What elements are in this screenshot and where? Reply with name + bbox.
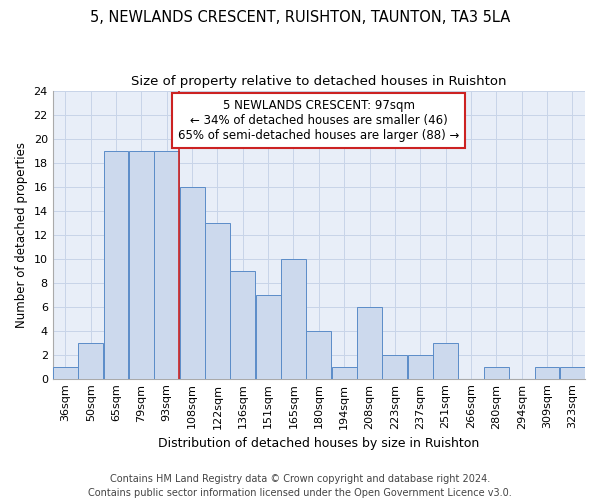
- Bar: [129, 150, 154, 378]
- Bar: [154, 150, 179, 378]
- Bar: [179, 186, 205, 378]
- Text: 5, NEWLANDS CRESCENT, RUISHTON, TAUNTON, TA3 5LA: 5, NEWLANDS CRESCENT, RUISHTON, TAUNTON,…: [90, 10, 510, 25]
- Bar: [78, 342, 103, 378]
- Bar: [433, 342, 458, 378]
- Title: Size of property relative to detached houses in Ruishton: Size of property relative to detached ho…: [131, 75, 506, 88]
- Text: Contains HM Land Registry data © Crown copyright and database right 2024.
Contai: Contains HM Land Registry data © Crown c…: [88, 474, 512, 498]
- Bar: [560, 366, 585, 378]
- Bar: [256, 294, 281, 378]
- Bar: [104, 150, 128, 378]
- Y-axis label: Number of detached properties: Number of detached properties: [15, 142, 28, 328]
- Bar: [281, 258, 306, 378]
- X-axis label: Distribution of detached houses by size in Ruishton: Distribution of detached houses by size …: [158, 437, 479, 450]
- Text: 5 NEWLANDS CRESCENT: 97sqm
← 34% of detached houses are smaller (46)
65% of semi: 5 NEWLANDS CRESCENT: 97sqm ← 34% of deta…: [178, 99, 460, 142]
- Bar: [535, 366, 559, 378]
- Bar: [53, 366, 78, 378]
- Bar: [484, 366, 509, 378]
- Bar: [382, 354, 407, 378]
- Bar: [230, 270, 255, 378]
- Bar: [307, 330, 331, 378]
- Bar: [408, 354, 433, 378]
- Bar: [205, 222, 230, 378]
- Bar: [332, 366, 356, 378]
- Bar: [357, 306, 382, 378]
